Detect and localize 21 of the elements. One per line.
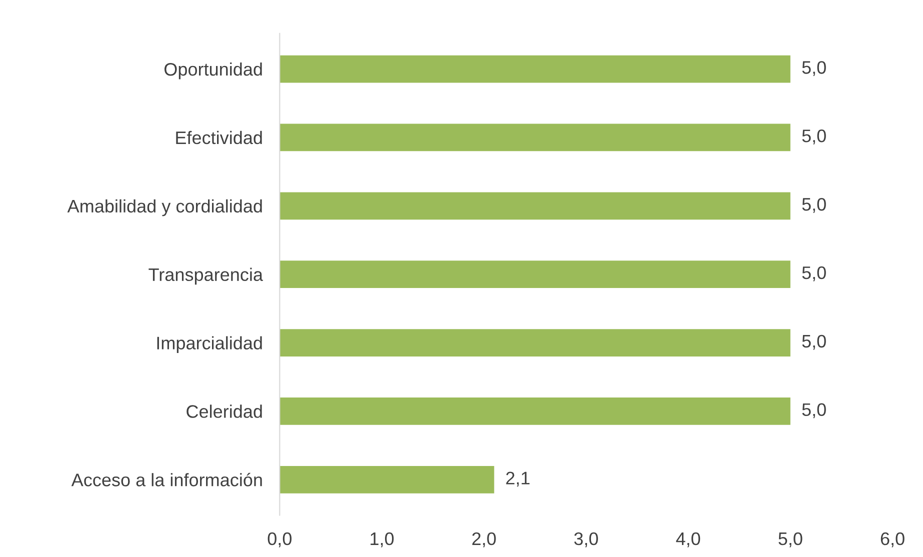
data-label: 5,0 bbox=[802, 403, 826, 418]
y-tick-label: Celeridad bbox=[186, 404, 262, 418]
data-label: 5,0 bbox=[802, 334, 826, 350]
x-tick-label: 2,0 bbox=[472, 532, 496, 548]
y-tick-label: Transparencia bbox=[148, 268, 264, 285]
x-tick-label: 1,0 bbox=[370, 532, 394, 548]
data-label: 5,0 bbox=[802, 130, 826, 144]
x-tick-label: 4,0 bbox=[676, 532, 700, 548]
y-tick-label: Imparcialidad bbox=[157, 336, 262, 354]
x-tick-label: 3,0 bbox=[574, 532, 598, 548]
x-tick-label: 0,0 bbox=[268, 532, 292, 548]
y-tick-label: Oportunidad bbox=[164, 62, 262, 80]
y-tick-label: Acceso a la información bbox=[71, 472, 262, 486]
data-label: 5,0 bbox=[802, 198, 826, 213]
x-tick-label: 5,0 bbox=[778, 532, 802, 548]
data-label: 2,1 bbox=[506, 472, 530, 487]
data-label: 5,0 bbox=[802, 61, 826, 76]
x-tick-label: 6,0 bbox=[880, 532, 904, 548]
data-label: 5,0 bbox=[802, 266, 826, 282]
y-tick-label: Amabilidad y cordialidad bbox=[67, 199, 262, 216]
y-tick-label: Efectividad bbox=[176, 130, 262, 144]
